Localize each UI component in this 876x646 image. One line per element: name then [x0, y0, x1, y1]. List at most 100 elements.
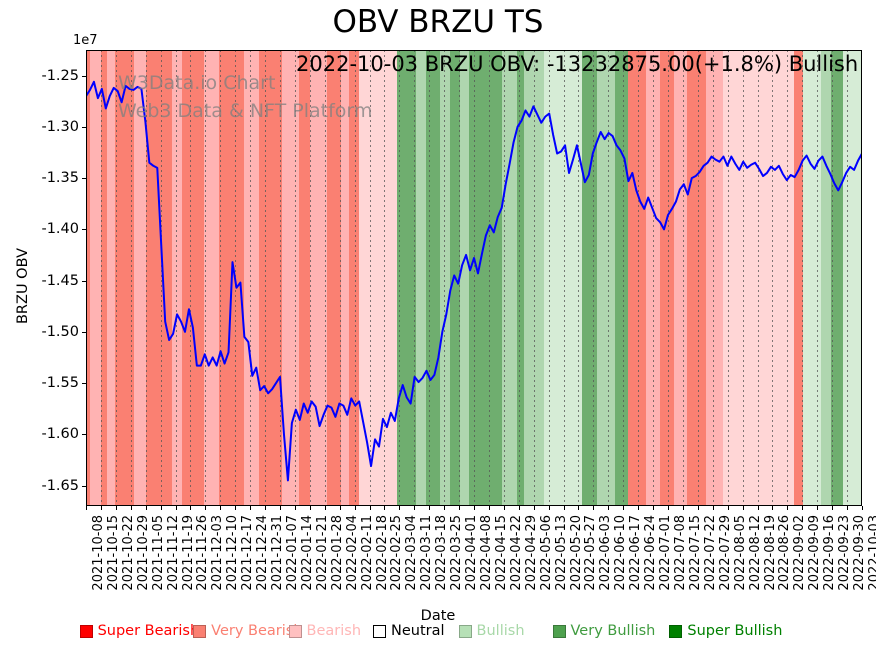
y-tick-mark [82, 434, 86, 436]
y-tick-label: -1.45 [41, 272, 79, 289]
x-tick-mark [503, 506, 505, 510]
x-tick-mark [802, 506, 804, 510]
x-tick-label: 2022-08-19 [762, 515, 778, 591]
sentiment-band [115, 50, 135, 506]
plot-area[interactable] [86, 50, 862, 506]
x-tick-mark [518, 506, 520, 510]
obv-line-series [86, 80, 862, 482]
x-tick-label: 2022-03-25 [449, 515, 465, 591]
y-tick-label: -1.65 [41, 477, 79, 494]
sentiment-band [326, 50, 341, 506]
x-tick-label: 2022-03-11 [419, 515, 435, 591]
x-tick-mark [384, 506, 386, 510]
x-tick-label: 2022-01-07 [285, 515, 300, 591]
x-tick-label: 2021-11-26 [195, 515, 211, 591]
x-tick-mark [145, 506, 147, 510]
y-axis-title: BRZU OBV [15, 248, 31, 325]
x-tick-mark [160, 506, 162, 510]
x-tick-label: 2021-12-24 [255, 515, 271, 591]
x-tick-mark [280, 506, 281, 510]
x-tick-label: 2022-07-15 [687, 515, 703, 591]
sentiment-band [415, 50, 426, 506]
legend-label: Super Bullish [687, 623, 783, 639]
x-tick-label: 2022-09-09 [807, 515, 823, 591]
sentiment-band [674, 50, 688, 506]
x-tick-mark [772, 506, 774, 510]
x-tick-label: 2022-08-12 [747, 515, 763, 591]
x-tick-mark [712, 506, 714, 510]
legend: Super Bearish Very Bearish Bearish Neutral B… [0, 619, 876, 643]
y-tick-mark [82, 75, 86, 77]
y-tick-label: -1.60 [41, 426, 79, 443]
x-tick-mark [488, 506, 490, 510]
x-tick-label: 2022-04-01 [464, 515, 480, 591]
x-tick-label: 2022-02-18 [374, 515, 390, 591]
sentiment-band [106, 50, 116, 506]
legend-item[interactable]: Neutral [373, 623, 445, 639]
legend-item[interactable]: Very Bullish [552, 623, 655, 639]
sentiment-band [397, 50, 416, 506]
x-tick-label: 2022-10-03 [867, 515, 876, 591]
x-tick-mark [354, 506, 356, 510]
sentiment-band [627, 50, 647, 506]
x-tick-mark [205, 506, 207, 510]
legend-swatch [373, 624, 387, 638]
x-tick-label: 2022-01-14 [299, 515, 315, 591]
x-tick-label: 2021-10-29 [135, 515, 151, 591]
sentiment-band [516, 50, 524, 506]
x-tick-mark [862, 506, 863, 510]
legend-label: Bullish [476, 623, 525, 639]
x-tick-label: 2022-06-03 [598, 515, 614, 591]
x-tick-label: 2022-01-21 [314, 515, 330, 591]
legend-item[interactable]: Bullish [458, 623, 525, 639]
x-tick-label: 2022-02-04 [344, 515, 360, 591]
sentiment-band [349, 50, 360, 506]
x-tick-mark [638, 506, 640, 510]
legend-swatch [193, 624, 207, 638]
x-tick-mark [727, 506, 729, 510]
sentiment-band [830, 50, 843, 506]
legend-item[interactable]: Very Bearish [193, 623, 303, 639]
x-tick-mark [578, 506, 580, 510]
x-tick-label: 2022-01-28 [329, 515, 345, 591]
x-tick-mark [235, 506, 237, 510]
x-tick-label: 2021-12-03 [210, 515, 226, 591]
sentiment-band [244, 50, 260, 506]
x-tick-label: 2022-02-11 [359, 515, 375, 591]
sentiment-band [145, 50, 173, 506]
x-tick-label: 2022-07-22 [702, 515, 718, 591]
x-tick-label: 2021-11-19 [180, 515, 196, 591]
x-tick-mark [399, 506, 401, 510]
x-tick-label: 2021-10-15 [105, 515, 121, 591]
x-tick-label: 2022-08-26 [777, 515, 793, 591]
x-tick-mark [86, 506, 87, 510]
legend-item[interactable]: Super Bearish [79, 623, 199, 639]
legend-label: Bearish [306, 623, 362, 639]
x-tick-mark [847, 506, 849, 510]
x-tick-mark [220, 506, 222, 510]
watermark-line-2: Web3 Data & NFT Platform [118, 99, 373, 122]
sentiment-band [597, 50, 616, 506]
x-tick-mark [309, 506, 311, 510]
x-tick-label: 2022-04-08 [479, 515, 494, 591]
sentiment-band [660, 50, 675, 506]
x-tick-mark [294, 506, 296, 510]
x-tick-mark [459, 506, 461, 510]
x-tick-mark [444, 506, 446, 510]
legend-swatch [458, 624, 472, 638]
page-title: OBV BRZU TS [332, 4, 544, 40]
legend-item[interactable]: Super Bullish [669, 623, 782, 639]
x-tick-mark [682, 506, 684, 510]
sentiment-band [299, 50, 311, 506]
x-tick-label: 2022-04-29 [523, 515, 539, 591]
legend-label: Very Bearish [211, 623, 303, 639]
sentiment-band [706, 50, 724, 506]
legend-item[interactable]: Bearish [288, 623, 362, 639]
x-tick-mark [653, 506, 655, 510]
sentiment-band [310, 50, 327, 506]
sentiment-band [340, 50, 350, 506]
watermark: W3Data.io Chart Web3 Data & NFT Platform [118, 70, 372, 125]
current-value-annotation: 2022-10-03 BRZU OBV: -13232875.00(+1.8%)… [296, 52, 859, 76]
legend-swatch [669, 624, 683, 638]
